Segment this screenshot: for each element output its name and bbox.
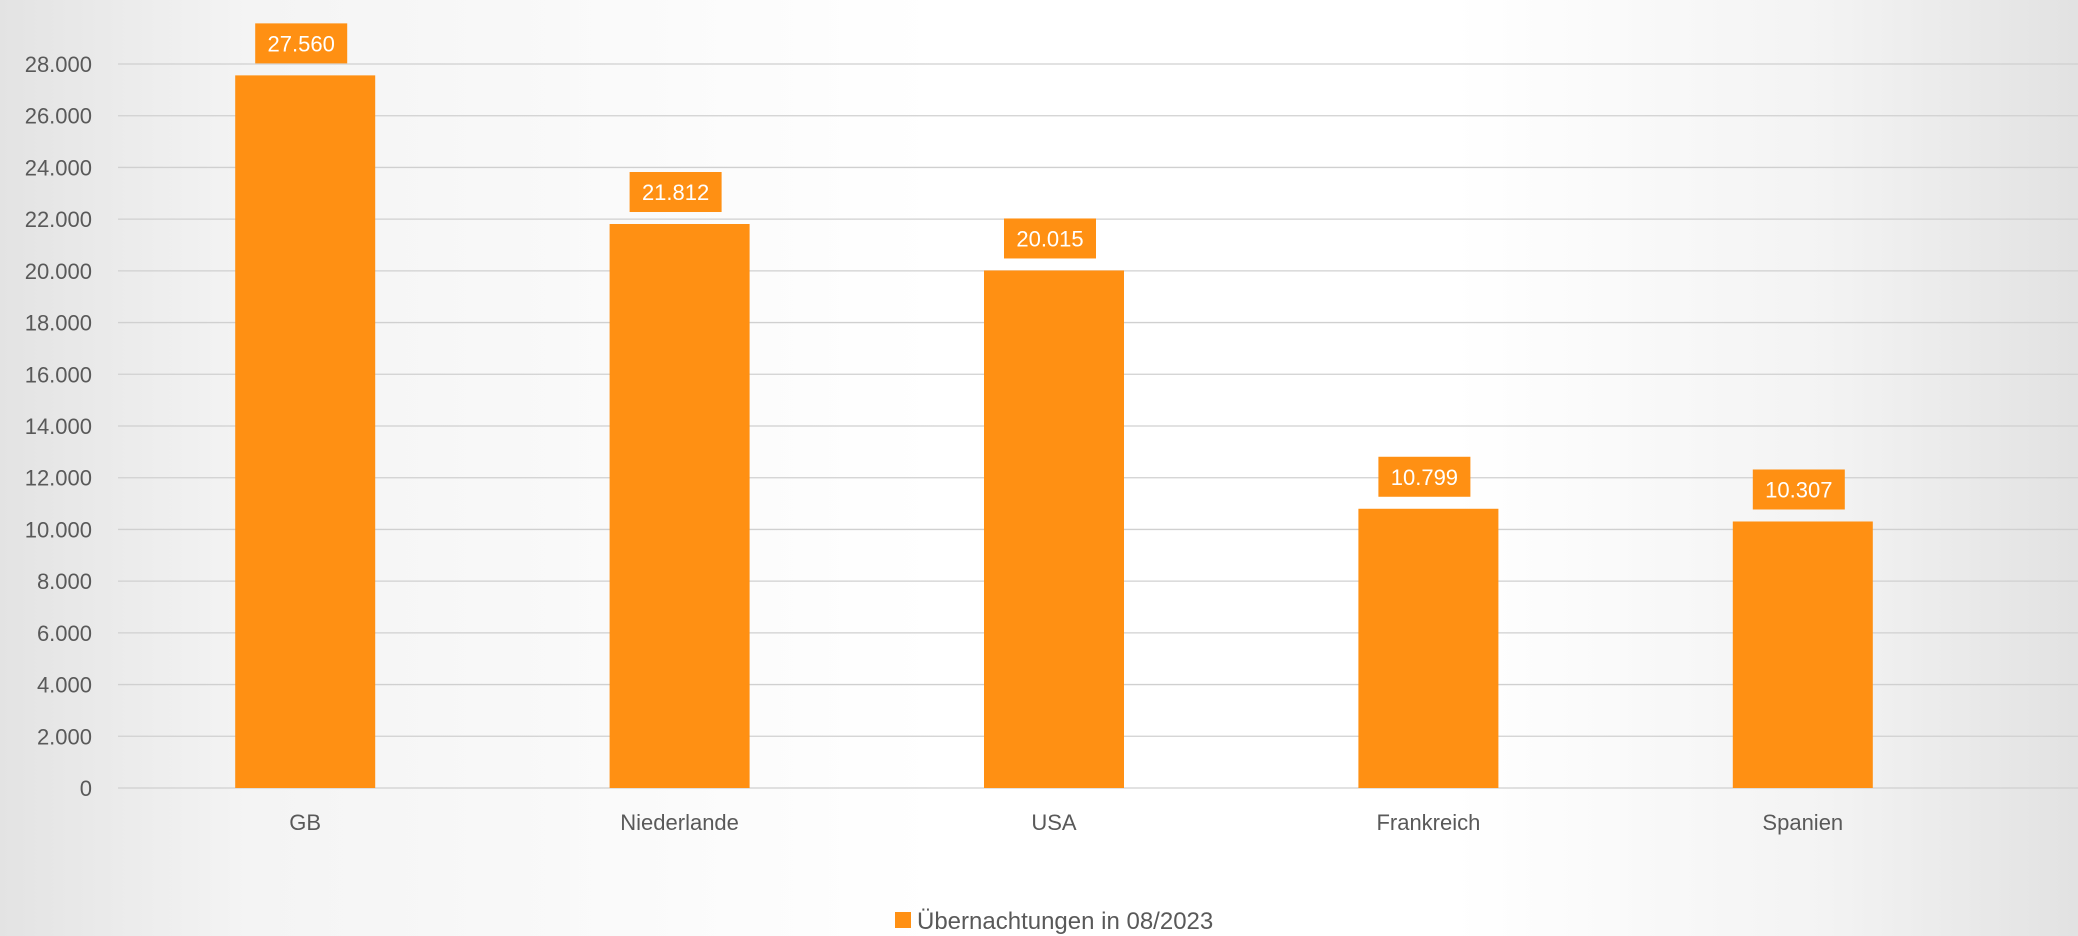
data-label-box — [1004, 218, 1096, 259]
y-tick-label: 4.000 — [37, 673, 92, 698]
y-tick-label: 26.000 — [25, 104, 92, 129]
x-category-label: Frankreich — [1376, 810, 1480, 835]
legend-label: Übernachtungen in 08/2023 — [917, 908, 1213, 935]
y-tick-label: 14.000 — [25, 414, 92, 439]
data-label-box — [255, 23, 348, 64]
y-tick-label: 18.000 — [25, 311, 92, 336]
x-category-label: Spanien — [1762, 810, 1843, 835]
legend: Übernachtungen in 08/2023 — [895, 908, 1213, 935]
data-label-box — [1752, 469, 1845, 510]
y-tick-label: 24.000 — [25, 155, 92, 180]
data-label: 20.015 — [1016, 226, 1083, 251]
bar-niederlande — [609, 224, 750, 788]
y-tick-label: 28.000 — [25, 52, 92, 77]
x-category-label: Niederlande — [620, 810, 739, 835]
data-label: 27.560 — [268, 31, 335, 56]
y-tick-label: 12.000 — [25, 466, 92, 491]
y-tick-label: 6.000 — [37, 621, 92, 646]
y-axis-tick-labels: 0 2.000 4.000 6.000 8.000 10.000 12.000 14.000 1… — [25, 52, 92, 801]
bar-usa — [984, 270, 1124, 788]
y-tick-label: 20.000 — [25, 259, 92, 284]
x-axis-category-labels: GB Niederlande USA Frankreich Spanien — [289, 810, 1843, 835]
y-tick-label: 16.000 — [25, 362, 92, 387]
x-category-label: USA — [1031, 810, 1077, 835]
bar-gb — [235, 75, 376, 789]
x-category-label: GB — [289, 810, 321, 835]
data-label-box — [629, 172, 722, 213]
data-labels: 27.560 21.812 20.015 10.799 10.307 — [255, 23, 1845, 510]
y-tick-label: 0 — [80, 776, 92, 801]
y-tick-label: 22.000 — [25, 207, 92, 232]
data-label: 10.799 — [1391, 465, 1458, 490]
data-label-box — [1378, 456, 1471, 497]
data-label: 10.307 — [1765, 477, 1832, 502]
y-tick-label: 2.000 — [37, 724, 92, 749]
y-tick-label: 8.000 — [37, 569, 92, 594]
legend-swatch — [895, 912, 911, 928]
bar-frankreich — [1358, 508, 1499, 788]
y-tick-label: 10.000 — [25, 517, 92, 542]
bars — [235, 75, 1873, 789]
bar-spanien — [1732, 521, 1873, 788]
data-label: 21.812 — [642, 180, 709, 205]
